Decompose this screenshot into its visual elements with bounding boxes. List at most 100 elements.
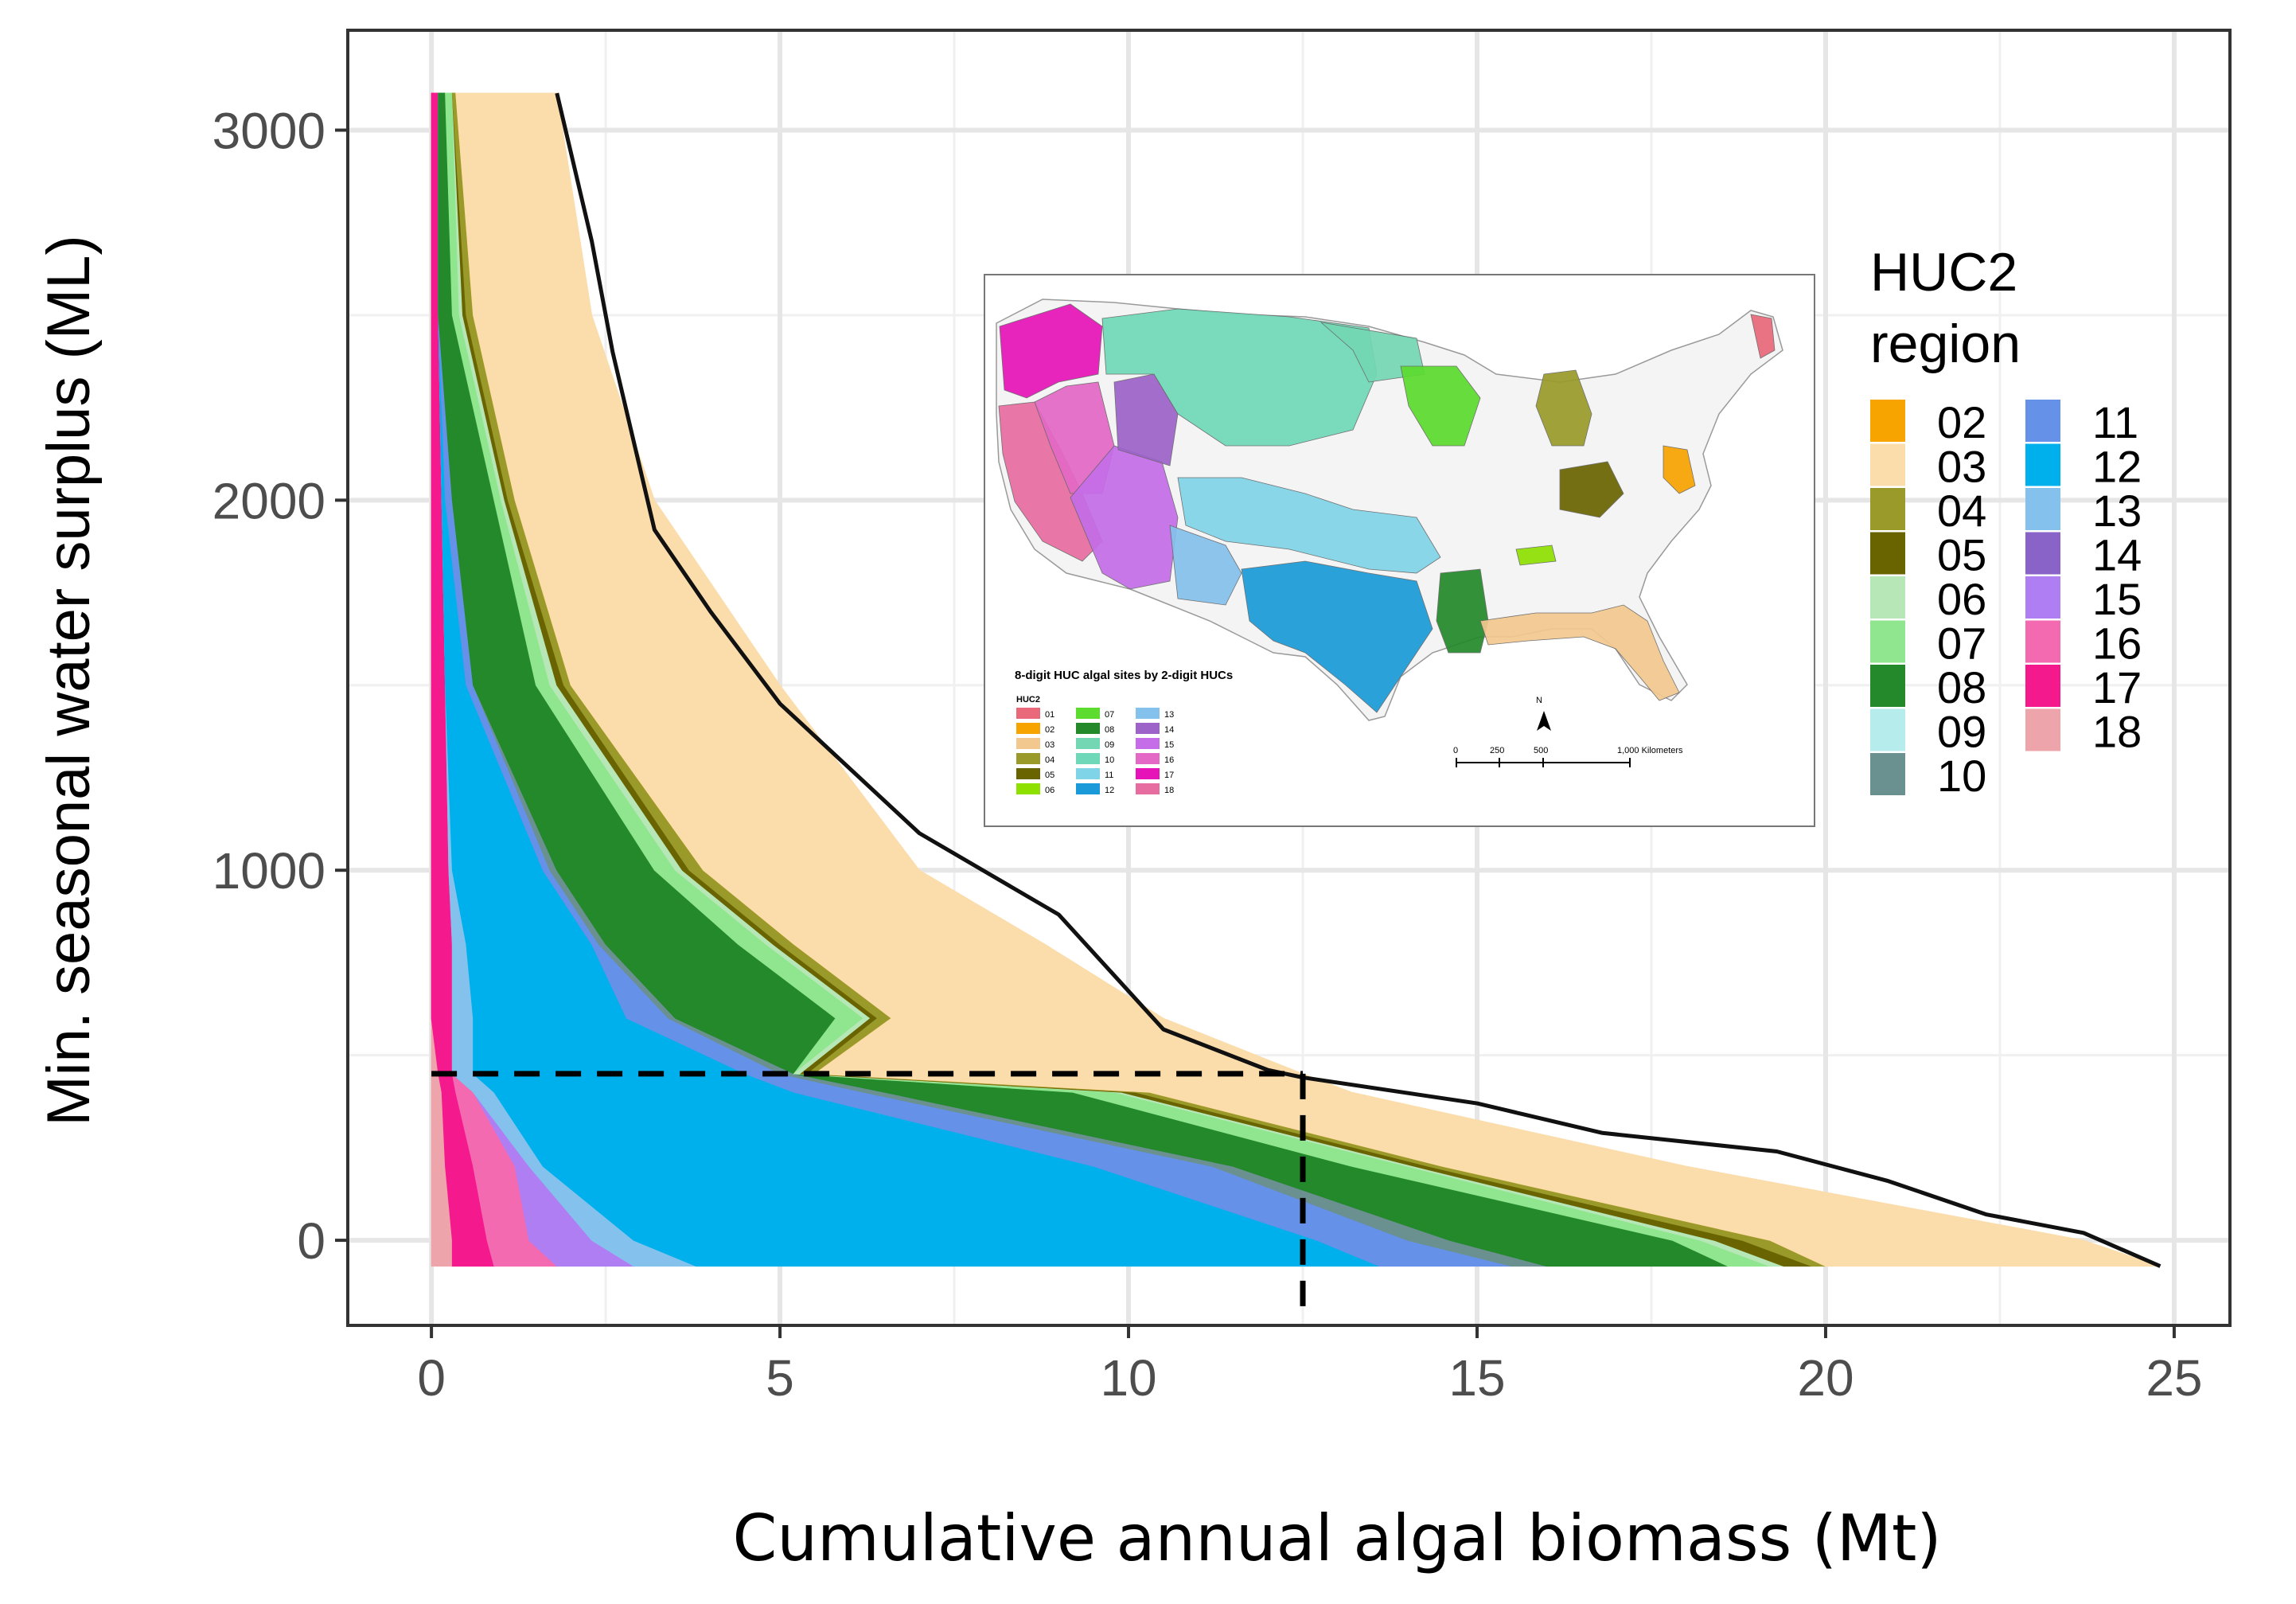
map-region-07 <box>1400 365 1481 447</box>
inset-key: 01 02 03 04 05 06 07 08 09 10 11 12 13 14 15 16 17 18 <box>1016 708 1174 795</box>
inset-key-label-12: 12 <box>1105 786 1114 795</box>
x-tick-label: 15 <box>1448 1349 1505 1407</box>
inset-key-swatch-16 <box>1136 753 1160 764</box>
inset-key-swatch-18 <box>1136 783 1160 794</box>
legend-swatch-15 <box>2025 576 2060 619</box>
panel-border <box>346 29 2232 1327</box>
inset-key-swatch-08 <box>1076 723 1100 734</box>
inset-key-label-13: 13 <box>1164 710 1174 720</box>
line-layer <box>431 92 2162 1308</box>
inset-key-swatch-07 <box>1076 708 1100 719</box>
legend-label-16: 16 <box>2092 619 2142 669</box>
inset-key-swatch-01 <box>1016 708 1040 719</box>
x-tick-label: 20 <box>1797 1349 1854 1407</box>
scale-label-500: 500 <box>1534 746 1548 755</box>
legend-swatch-14 <box>2025 532 2060 575</box>
y-tick-label: 2000 <box>212 472 325 529</box>
total-biomass-curve <box>555 92 2162 1268</box>
legend-label-06: 06 <box>1937 574 1986 624</box>
scale-label-250: 250 <box>1490 746 1504 755</box>
inset-key-swatch-13 <box>1136 708 1160 719</box>
legend-swatch-08 <box>1870 665 1905 707</box>
inset-key-label-16: 16 <box>1164 755 1174 765</box>
legend-title-line-2: region <box>1870 314 2021 374</box>
inset-key-label-17: 17 <box>1164 771 1174 780</box>
legend-label-14: 14 <box>2092 530 2142 580</box>
inset-key-swatch-12 <box>1076 783 1100 794</box>
inset-key-swatch-10 <box>1076 753 1100 764</box>
x-tick-label: 5 <box>766 1349 794 1407</box>
inset-key-label-10: 10 <box>1105 755 1114 765</box>
inset-key-label-11: 11 <box>1105 771 1113 780</box>
north-arrow-icon: N <box>1536 696 1551 731</box>
inset-key-swatch-15 <box>1136 738 1160 749</box>
inset-key-swatch-17 <box>1136 768 1160 779</box>
scale-bar: 0 250 500 1,000 Kilometers <box>1453 746 1683 767</box>
inset-key-label-09: 09 <box>1105 740 1114 750</box>
legend-swatch-03 <box>1870 443 1905 486</box>
inset-key-label-03: 03 <box>1045 740 1054 750</box>
inset-key-header: HUC2 <box>1016 695 1040 704</box>
scale-label-0: 0 <box>1453 746 1458 755</box>
legend-swatch-02 <box>1870 400 1905 442</box>
inset-key-swatch-14 <box>1136 723 1160 734</box>
inset-key-label-02: 02 <box>1045 725 1054 735</box>
legend-label-07: 07 <box>1937 619 1986 669</box>
north-label: N <box>1536 696 1542 705</box>
legend-label-09: 09 <box>1937 707 1986 757</box>
us-map <box>996 299 1783 721</box>
y-tick-label: 1000 <box>212 842 325 900</box>
legend-swatch-17 <box>2025 665 2060 707</box>
map-region-09 <box>1320 322 1425 383</box>
legend-swatch-16 <box>2025 620 2060 663</box>
legend-swatch-06 <box>1870 576 1905 619</box>
scale-label-km: 1,000 Kilometers <box>1617 746 1683 755</box>
inset-key-label-05: 05 <box>1045 771 1054 780</box>
legend-label-10: 10 <box>1937 751 1986 801</box>
inset-key-label-18: 18 <box>1164 786 1174 795</box>
legend-swatch-04 <box>1870 488 1905 530</box>
x-tick-label: 0 <box>417 1349 446 1407</box>
legend-swatch-13 <box>2025 488 2060 530</box>
y-axis-title: Min. seasonal water surplus (ML) <box>35 235 103 1126</box>
x-axis-title: Cumulative annual algal biomass (Mt) <box>732 1501 1941 1575</box>
inset-key-swatch-05 <box>1016 768 1040 779</box>
legend-swatch-07 <box>1870 620 1905 663</box>
inset-key-swatch-11 <box>1076 768 1100 779</box>
map-region-10 <box>1101 308 1378 447</box>
legend-label-11: 11 <box>2092 397 2138 447</box>
map-region-02 <box>1663 445 1696 494</box>
inset-key-label-06: 06 <box>1045 786 1054 795</box>
legend-swatch-10 <box>1870 753 1905 795</box>
inset-key-swatch-06 <box>1016 783 1040 794</box>
x-tick-label: 25 <box>2146 1349 2202 1407</box>
inset-key-swatch-09 <box>1076 738 1100 749</box>
legend-label-18: 18 <box>2092 707 2142 757</box>
legend-label-17: 17 <box>2092 662 2142 712</box>
map-region-11 <box>1177 477 1441 574</box>
legend-label-05: 05 <box>1937 530 1986 580</box>
inset-key-swatch-03 <box>1016 738 1040 749</box>
inset-map: 8-digit HUC algal sites by 2-digit HUCs … <box>984 274 1815 827</box>
y-tick-label: 0 <box>297 1212 325 1270</box>
inset-key-label-01: 01 <box>1045 710 1054 720</box>
inset-key-label-04: 04 <box>1045 755 1054 765</box>
legend-swatch-05 <box>1870 532 1905 575</box>
map-region-03 <box>1479 604 1680 701</box>
legend-label-08: 08 <box>1937 662 1986 712</box>
legend-swatch-11 <box>2025 400 2060 442</box>
inset-key-label-08: 08 <box>1105 725 1114 735</box>
x-tick-label: 10 <box>1100 1349 1156 1407</box>
map-region-08 <box>1436 568 1489 654</box>
map-region-04 <box>1535 369 1592 447</box>
map-region-06 <box>1515 544 1557 566</box>
inset-key-label-07: 07 <box>1105 710 1114 720</box>
inset-key-swatch-02 <box>1016 723 1040 734</box>
inset-key-label-14: 14 <box>1164 725 1174 735</box>
legend-swatch-12 <box>2025 443 2060 486</box>
inset-key-label-15: 15 <box>1164 740 1174 750</box>
